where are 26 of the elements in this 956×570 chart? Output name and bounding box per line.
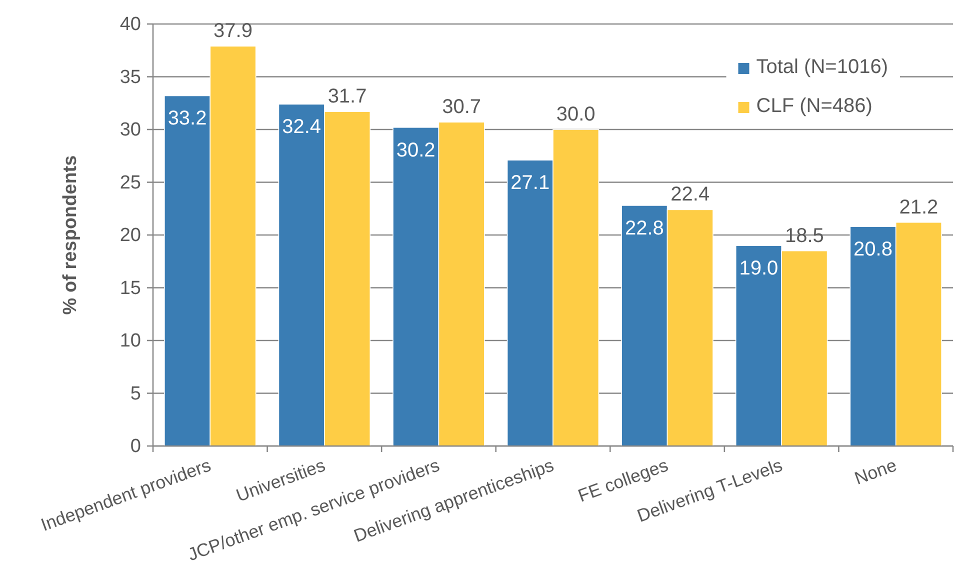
- data-label: 30.0: [556, 104, 596, 126]
- data-label: 22.8: [624, 217, 664, 240]
- data-label: 31.7: [328, 86, 367, 108]
- data-label: 20.8: [854, 238, 892, 261]
- data-label: 27.1: [510, 172, 550, 194]
- x-tick-label: None: [852, 454, 900, 488]
- y-tick-label: 20: [120, 225, 141, 246]
- y-tick-label: 10: [120, 330, 141, 352]
- y-tick-label: 30: [120, 120, 141, 141]
- legend-label: Total (N=1016): [756, 56, 888, 78]
- data-label: 32.4: [282, 116, 322, 138]
- y-tick-label: 15: [120, 278, 141, 299]
- data-label: 30.7: [442, 96, 482, 118]
- data-label: 21.2: [899, 196, 938, 218]
- y-tick-label: 40: [120, 14, 141, 36]
- data-label: 37.9: [214, 20, 252, 42]
- y-axis-title: % of respondents: [60, 155, 81, 315]
- y-tick-label: 5: [130, 383, 141, 404]
- y-tick-label: 25: [120, 172, 141, 194]
- data-label: 22.4: [670, 184, 710, 206]
- data-label: 30.2: [396, 139, 436, 162]
- y-tick-label: 35: [120, 66, 141, 88]
- data-label: 19.0: [739, 258, 778, 280]
- legend-label: CLF (N=486): [756, 95, 872, 117]
- data-label: 33.2: [168, 108, 207, 130]
- y-tick-label: 0: [130, 436, 141, 458]
